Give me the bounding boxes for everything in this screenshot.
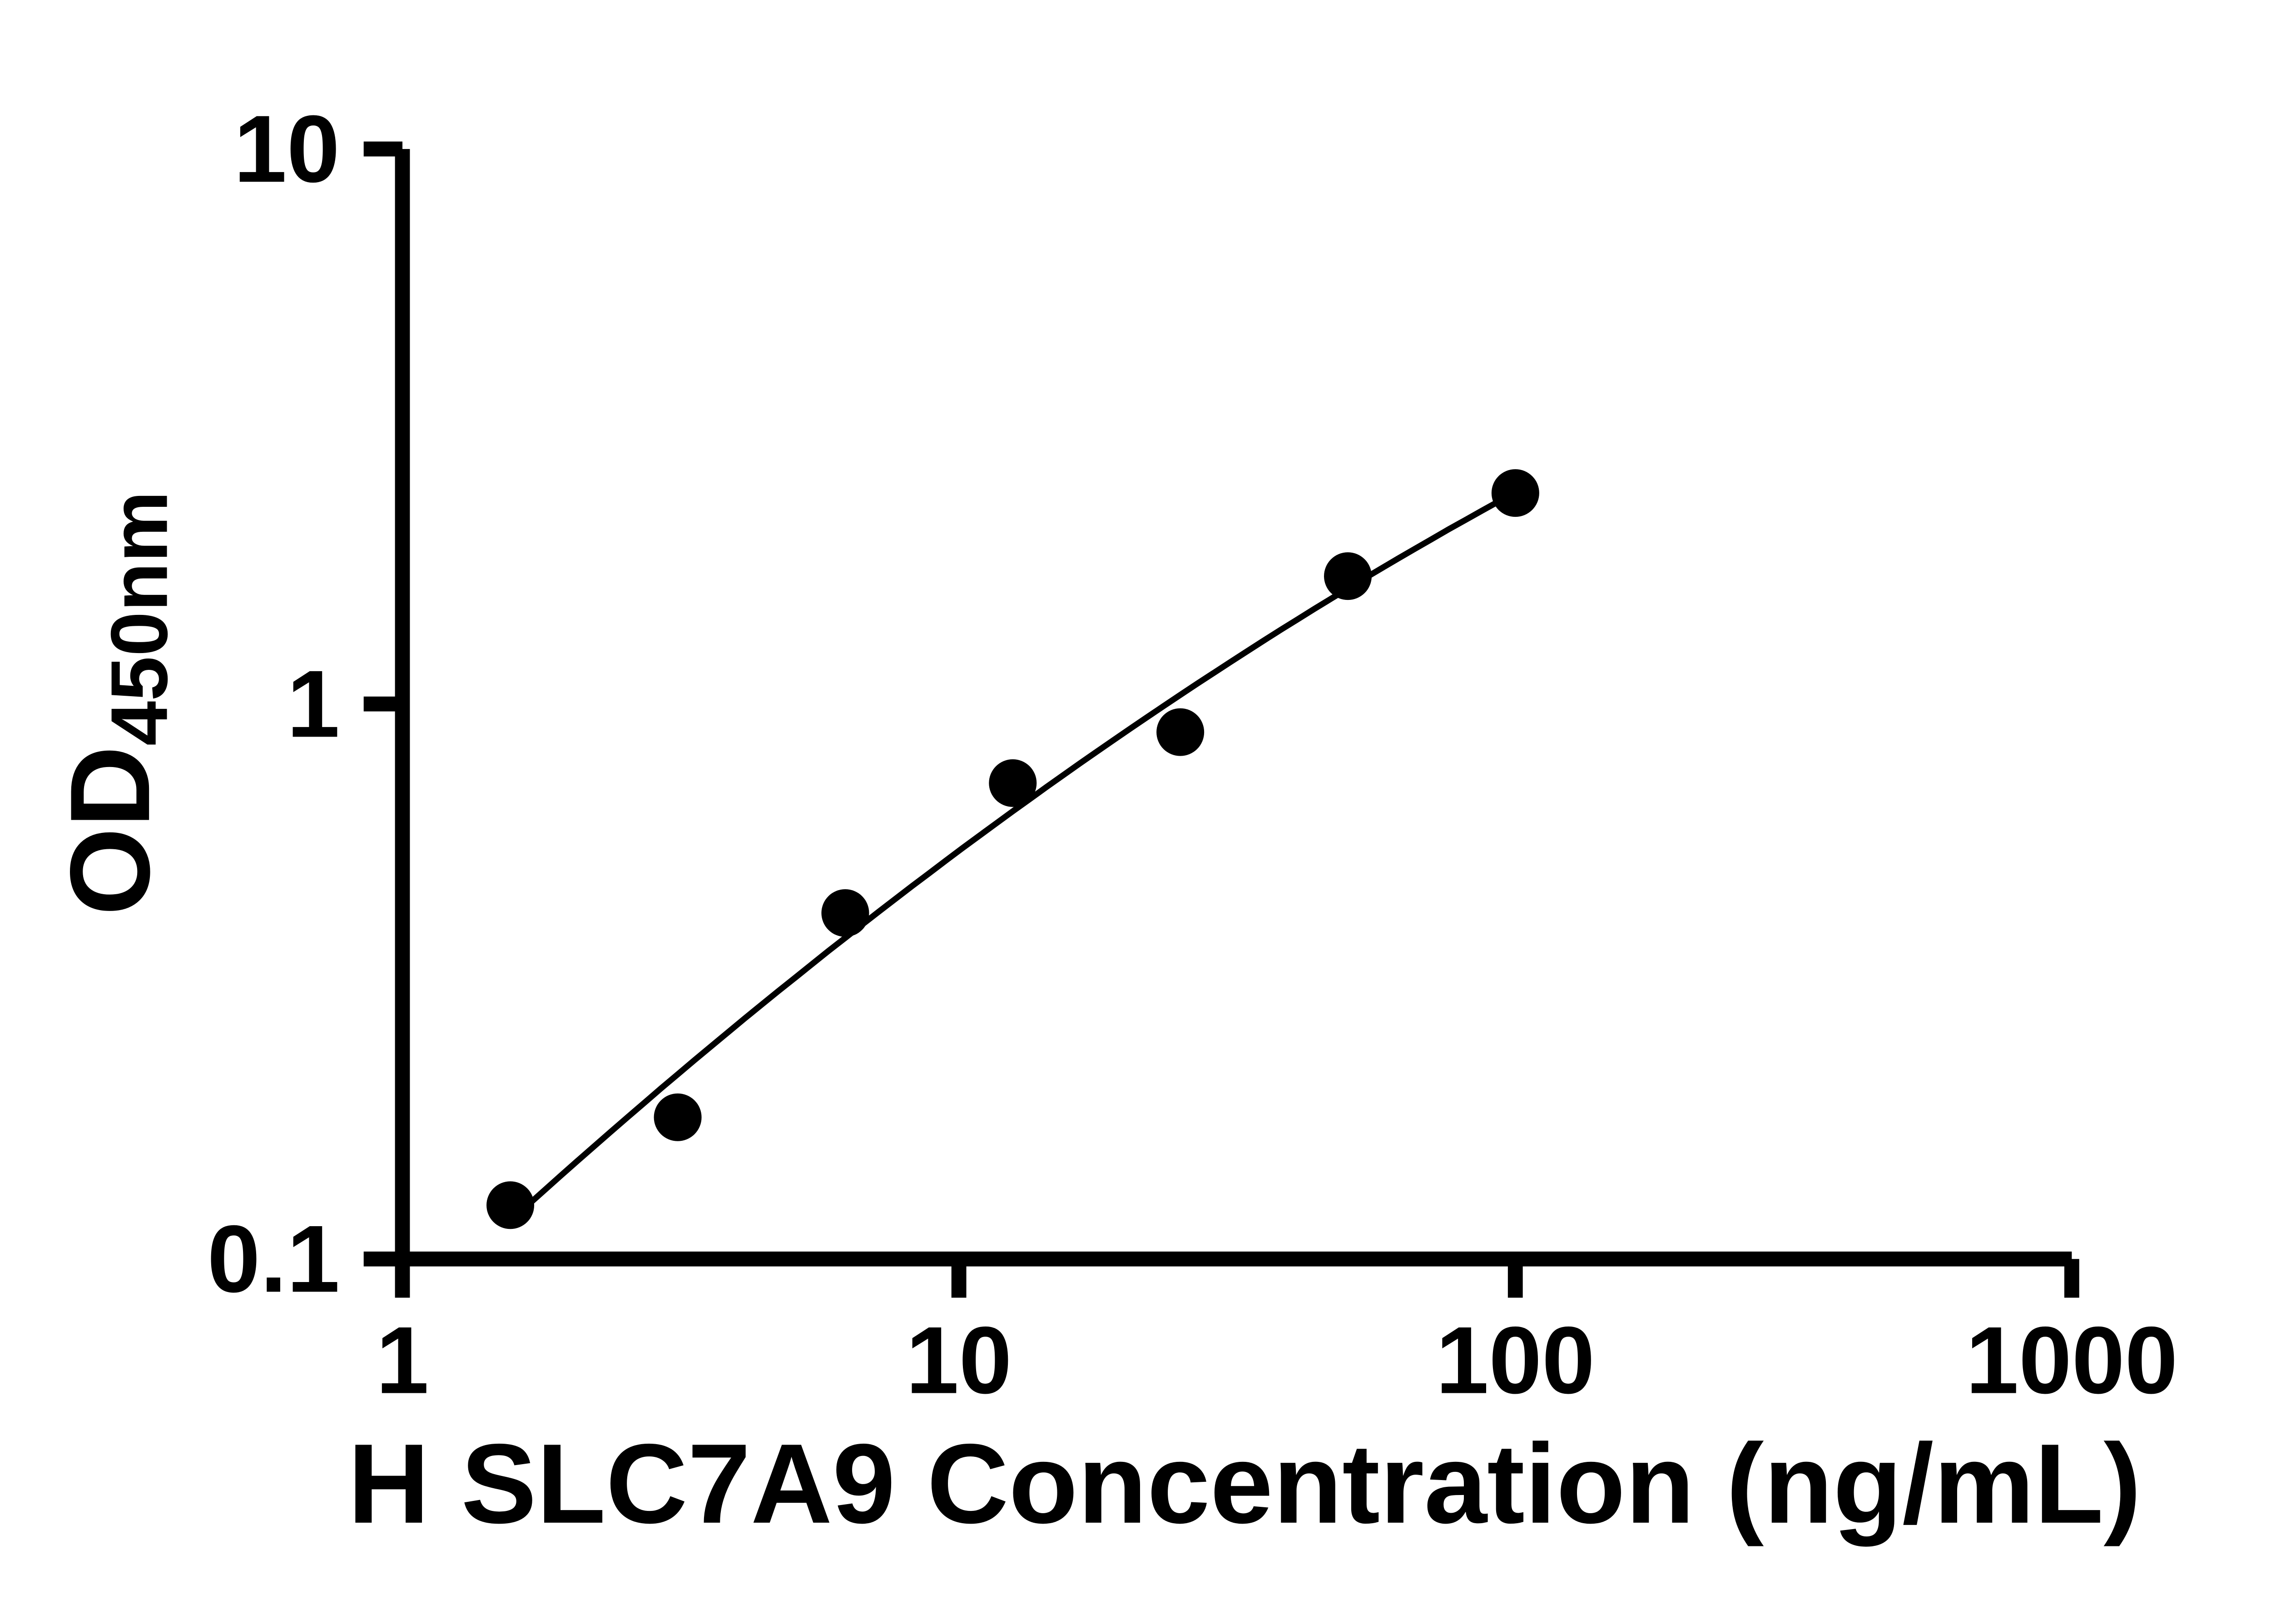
- x-tick-label: 100: [1436, 1307, 1595, 1414]
- y-axis-title-sub: 450nm: [94, 491, 184, 746]
- x-axis-title: H SLC7A9 Concentration (ng/mL): [348, 1420, 2142, 1547]
- data-point: [1324, 552, 1372, 600]
- data-point: [821, 889, 869, 937]
- x-tick-label: 1: [376, 1307, 429, 1414]
- y-tick-label: 0.1: [207, 1206, 340, 1312]
- x-tick-label: 1000: [1966, 1307, 2178, 1414]
- y-axis-title: OD450nm: [46, 491, 184, 916]
- y-axis-title-main: OD: [46, 746, 173, 916]
- y-tick-label: 10: [234, 96, 340, 202]
- data-point: [486, 1181, 535, 1229]
- data-point: [1156, 708, 1205, 756]
- x-tick-label: 10: [906, 1307, 1012, 1414]
- data-point: [1491, 469, 1539, 517]
- y-tick-label: 1: [287, 651, 340, 757]
- plot-layer: 1 10 100 1000 0.1 1 10: [207, 96, 2178, 1413]
- data-point: [989, 759, 1037, 807]
- data-point: [654, 1093, 702, 1141]
